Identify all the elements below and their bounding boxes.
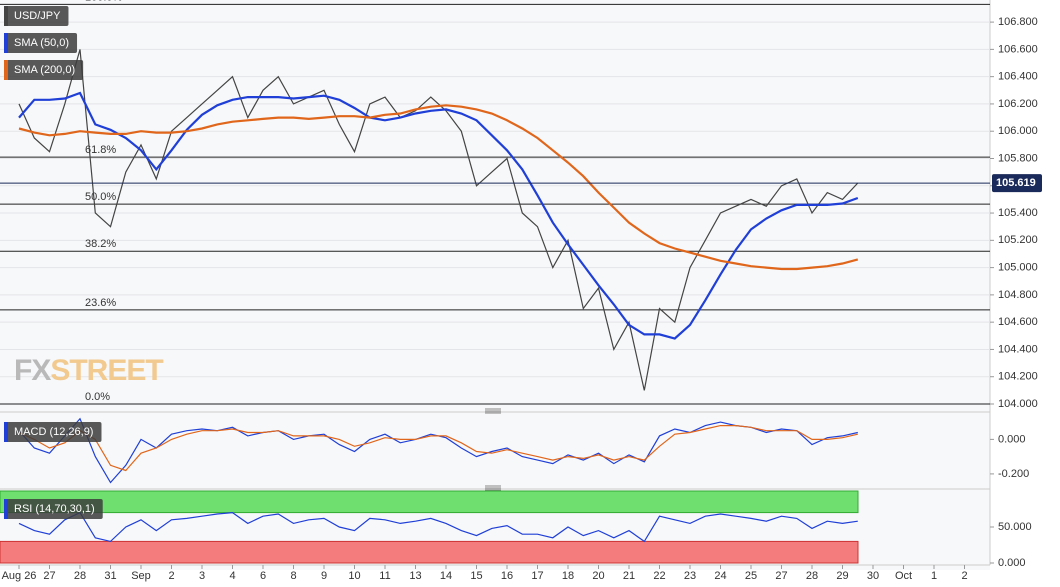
- x-tick-label: 27: [43, 570, 55, 582]
- watermark: FXSTREET: [14, 354, 163, 387]
- legend-swatch: [4, 33, 8, 53]
- y-tick-label: 106.600: [998, 43, 1038, 55]
- x-tick-label: 24: [714, 570, 726, 582]
- x-tick-label: 3: [199, 570, 205, 582]
- y-tick-label: 104.800: [998, 289, 1038, 301]
- legend-swatch: [4, 422, 8, 442]
- y-tick-label: 105.000: [998, 262, 1038, 274]
- x-tick-label: 20: [592, 570, 604, 582]
- x-tick-label: Aug 26: [2, 570, 37, 582]
- series-line: [18, 91, 859, 340]
- x-tick-label: 28: [74, 570, 86, 582]
- x-tick-label: 8: [290, 570, 296, 582]
- x-tick-label: 31: [104, 570, 116, 582]
- y-tick-label: 105.400: [998, 207, 1038, 219]
- y-tick-label: 106.400: [998, 71, 1038, 83]
- legend-swatch: [4, 499, 8, 519]
- legend-box: [4, 422, 102, 442]
- legend-box: [4, 6, 69, 26]
- legend-box: [4, 499, 103, 519]
- x-tick-label: 28: [806, 570, 818, 582]
- legend-entry: SMA (50,0): [4, 33, 78, 53]
- legend-swatch: [4, 6, 8, 26]
- y-tick-label: 106.000: [998, 125, 1038, 137]
- x-tick-label: 1: [931, 570, 937, 582]
- x-tick-label: 13: [409, 570, 421, 582]
- watermark-part: FX: [14, 354, 51, 387]
- legend-box: [4, 60, 84, 80]
- overbought-zone: [0, 490, 859, 514]
- y-tick-label: 0.000: [998, 433, 1026, 445]
- x-tick-label: Oct: [895, 570, 912, 582]
- y-tick-label: 104.600: [998, 316, 1038, 328]
- x-tick-label: 30: [867, 570, 879, 582]
- level-label: 50.0%: [85, 191, 116, 203]
- watermark-part: STREET: [50, 354, 163, 387]
- legend-label: MACD (12,26,9): [14, 426, 93, 438]
- pane-handles: [485, 408, 501, 491]
- x-tick-label: 23: [684, 570, 696, 582]
- legend-entry: RSI (14,70,30,1): [4, 499, 103, 519]
- x-tick-label: 25: [745, 570, 757, 582]
- oversold-zone: [0, 540, 859, 564]
- legend-swatch: [4, 60, 8, 80]
- x-tick-label: 2: [168, 570, 174, 582]
- y-tick-label: 104.400: [998, 343, 1038, 355]
- legend-label: RSI (14,70,30,1): [14, 503, 95, 515]
- y-tick-label: -0.200: [998, 468, 1029, 480]
- x-tick-label: 4: [229, 570, 235, 582]
- legend-entry: SMA (200,0): [4, 60, 84, 80]
- y-tick-label: 104.200: [998, 371, 1038, 383]
- level-label: 38.2%: [85, 238, 116, 250]
- y-tick-label: 104.000: [998, 398, 1038, 410]
- last-price-box: [992, 174, 1042, 193]
- x-tick-label: 15: [470, 570, 482, 582]
- x-tick-label: 18: [562, 570, 574, 582]
- level-label: 0.0%: [85, 391, 110, 403]
- x-tick-label: 27: [775, 570, 787, 582]
- x-tick-label: 10: [348, 570, 360, 582]
- legend-entry: USD/JPY: [4, 6, 69, 26]
- x-tick-label: Sep: [131, 570, 151, 582]
- x-tick-label: 6: [260, 570, 266, 582]
- x-tick-label: 16: [501, 570, 513, 582]
- x-tick-label: 9: [321, 570, 327, 582]
- y-tick-label: 0.000: [998, 557, 1026, 569]
- x-tick-label: 21: [623, 570, 635, 582]
- x-tick-label: 22: [653, 570, 665, 582]
- series-line: [18, 511, 858, 543]
- x-tick-label: 2: [961, 570, 967, 582]
- y-tick-label: 105.200: [998, 234, 1038, 246]
- legend-entry: MACD (12,26,9): [4, 422, 102, 442]
- y-tick-label: 50.000: [998, 521, 1032, 533]
- series-line: [18, 425, 858, 472]
- legend-label: SMA (200,0): [14, 64, 75, 76]
- plot-background: [0, 0, 990, 570]
- last-price-label: 105.619: [996, 177, 1036, 189]
- y-tick-label: 106.200: [998, 98, 1038, 110]
- series-line: [18, 49, 859, 391]
- x-tick-label: 29: [836, 570, 848, 582]
- level-label: 100.0%: [85, 0, 123, 3]
- x-tick-label: 11: [379, 570, 390, 582]
- legend-label: USD/JPY: [14, 10, 61, 22]
- series-line: [18, 104, 859, 271]
- level-label: 23.6%: [85, 297, 116, 309]
- level-label: 61.8%: [85, 144, 116, 156]
- x-tick-label: 14: [440, 570, 452, 582]
- legend-label: SMA (50,0): [14, 37, 69, 49]
- y-tick-label: 106.800: [998, 16, 1038, 28]
- y-tick-label: 105.800: [998, 152, 1038, 164]
- legend-box: [4, 33, 78, 53]
- x-tick-label: 17: [531, 570, 543, 582]
